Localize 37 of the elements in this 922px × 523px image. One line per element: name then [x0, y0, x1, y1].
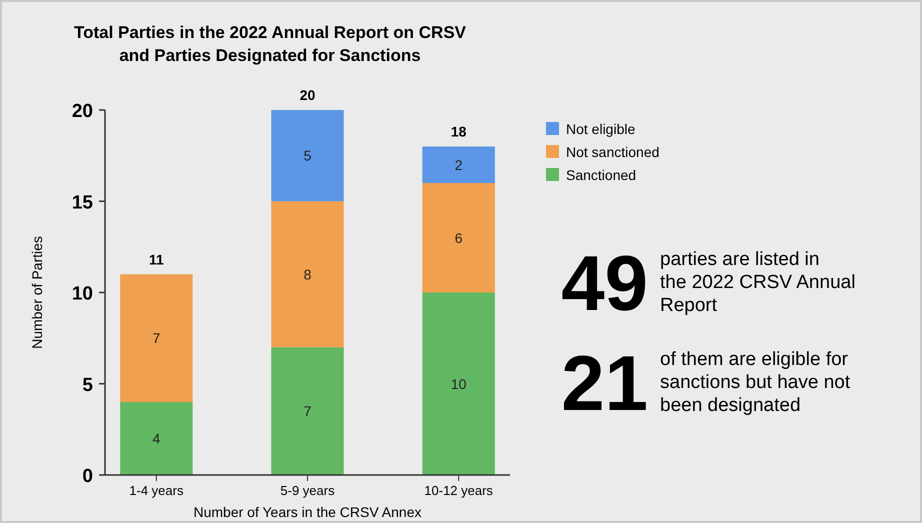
data-label: 2 [454, 156, 463, 173]
text: 21 [561, 339, 648, 427]
data-label: 4 [152, 430, 160, 446]
data-label: 8 [304, 266, 312, 282]
bar [422, 146, 495, 183]
data-label: 5 [304, 148, 312, 164]
chart-title: Total Parties in the 2022 Annual Report on CRSV and Parties Designated for Sanctions [74, 23, 467, 65]
y-axis-title: Number of Parties [29, 236, 45, 349]
bar [271, 347, 344, 475]
data-label: 6 [454, 230, 463, 246]
text: parties are listed in the 2022 CRSV Annual Report [660, 249, 856, 316]
data-label: 10 [450, 376, 467, 392]
x-tick-label: 5-9 years [280, 483, 336, 498]
x-tick-label: 10-12 years [424, 483, 494, 498]
legend-label: Sanctioned [566, 167, 636, 183]
total-label: 18 [450, 124, 467, 140]
y-tick-label: 20 [72, 101, 93, 122]
text: of them are eligible for sanctions but have not been designated [660, 349, 851, 416]
y-tick-label: 0 [82, 466, 93, 487]
bar [120, 274, 193, 402]
bar [120, 402, 193, 475]
x-axis-title: Number of Years in the CRSV Annex [193, 504, 422, 520]
data-label: 7 [304, 403, 312, 420]
y-tick-label: 5 [82, 374, 94, 396]
y-tick-label: 10 [72, 284, 93, 304]
y-tick-label: 15 [72, 192, 94, 214]
data-label: 7 [152, 330, 160, 346]
bar [271, 110, 344, 202]
bar [422, 183, 495, 292]
legend-label: Not sanctioned [566, 144, 660, 160]
total-label: 11 [148, 251, 164, 268]
total-label: 20 [300, 87, 316, 103]
text: 49 [561, 239, 648, 327]
bar [271, 201, 344, 348]
x-tick-label: 1-4 years [129, 483, 184, 498]
bar [422, 292, 495, 475]
legend-label: Not eligible [566, 121, 636, 137]
